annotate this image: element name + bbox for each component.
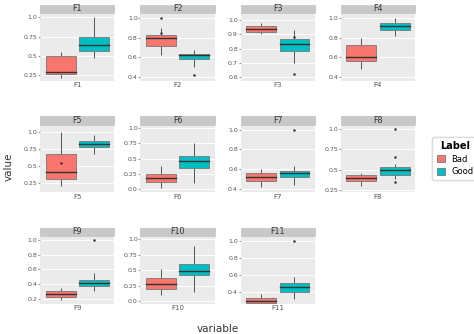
Bar [280, 284, 310, 292]
FancyBboxPatch shape [140, 116, 215, 125]
Legend: Bad, Good: Bad, Good [432, 137, 474, 180]
Text: F8: F8 [373, 116, 383, 125]
FancyBboxPatch shape [140, 5, 215, 13]
Bar [46, 154, 75, 179]
Bar [246, 173, 276, 181]
Text: F11: F11 [271, 227, 285, 236]
Bar [146, 278, 176, 289]
FancyBboxPatch shape [341, 5, 415, 13]
Bar [280, 171, 310, 177]
Bar [180, 53, 209, 59]
FancyBboxPatch shape [341, 116, 415, 125]
Bar [46, 292, 75, 297]
Text: F2: F2 [173, 4, 182, 13]
Bar [346, 175, 376, 181]
FancyBboxPatch shape [241, 227, 315, 236]
Bar [246, 26, 276, 32]
Bar [380, 167, 410, 175]
Bar [146, 174, 176, 182]
Text: F1: F1 [73, 4, 82, 13]
FancyBboxPatch shape [140, 227, 215, 236]
Bar [346, 45, 376, 61]
Text: F9: F9 [73, 227, 82, 236]
FancyBboxPatch shape [241, 5, 315, 13]
Bar [146, 35, 176, 46]
Bar [79, 141, 109, 147]
Bar [79, 280, 109, 286]
Text: F4: F4 [373, 4, 383, 13]
Bar [280, 39, 310, 51]
Bar [180, 156, 209, 168]
FancyBboxPatch shape [40, 5, 115, 13]
FancyBboxPatch shape [40, 227, 115, 236]
Bar [79, 37, 109, 51]
Bar [380, 23, 410, 30]
Text: F5: F5 [73, 116, 82, 125]
FancyBboxPatch shape [40, 116, 115, 125]
Text: F7: F7 [273, 116, 283, 125]
Text: F3: F3 [273, 4, 283, 13]
Bar [246, 298, 276, 303]
Bar [46, 56, 75, 74]
Bar [180, 264, 209, 275]
Text: F10: F10 [170, 227, 185, 236]
FancyBboxPatch shape [241, 116, 315, 125]
Text: variable: variable [197, 324, 239, 334]
Text: value: value [3, 153, 14, 181]
Text: F6: F6 [173, 116, 182, 125]
